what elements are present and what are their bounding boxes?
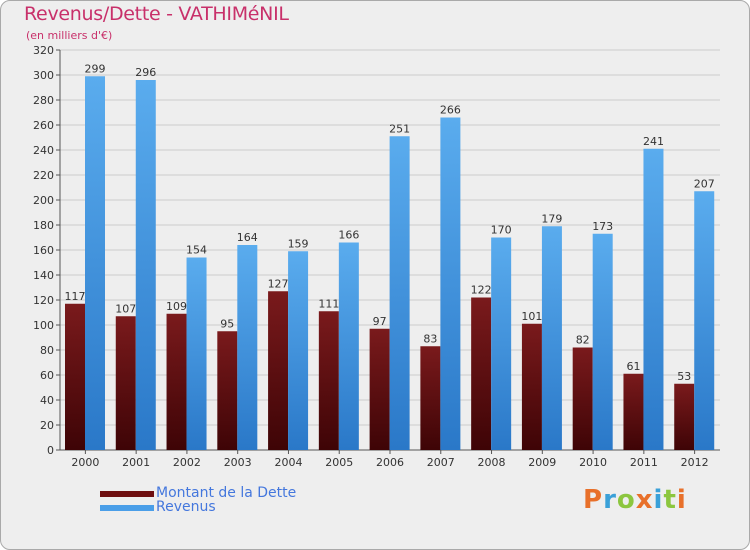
data-label: 83 (423, 332, 437, 345)
data-label: 109 (166, 300, 187, 313)
chart-title: Revenus/Dette - VATHIMéNIL (24, 3, 289, 25)
data-label: 251 (389, 122, 410, 135)
logo-letter: t (663, 485, 677, 515)
x-tick-label: 2001 (122, 456, 150, 469)
x-tick-label: 2012 (681, 456, 709, 469)
bar-revenus (541, 226, 562, 450)
bar-revenus (288, 251, 309, 450)
x-tick-label: 2011 (630, 456, 658, 469)
y-tick-label: 160 (33, 244, 54, 257)
bar-dette (572, 347, 593, 450)
bar-dette (65, 303, 85, 450)
y-tick-label: 140 (33, 269, 54, 282)
data-label: 95 (220, 317, 234, 330)
bar-dette (471, 297, 492, 450)
bar-revenus (491, 237, 512, 450)
y-tick-label: 60 (40, 369, 54, 382)
logo-letter: P (583, 485, 604, 515)
bar-dette (420, 346, 441, 450)
bar-revenus (440, 117, 461, 450)
legend-swatch-dette (100, 491, 154, 497)
bar-dette (674, 383, 695, 450)
data-label: 53 (677, 370, 691, 383)
bar-dette (521, 323, 542, 450)
data-label: 241 (643, 135, 664, 148)
y-tick-label: 200 (33, 194, 54, 207)
x-tick-label: 2003 (224, 456, 252, 469)
data-label: 166 (338, 229, 359, 242)
x-tick-label: 2007 (427, 456, 455, 469)
bar-dette (623, 373, 644, 450)
bar-revenus (186, 257, 207, 450)
y-tick-label: 240 (33, 144, 54, 157)
data-label: 159 (288, 237, 309, 250)
bar-dette (318, 311, 339, 450)
bar-revenus (592, 233, 613, 450)
bar-dette (369, 328, 390, 450)
data-label: 266 (440, 104, 461, 117)
y-tick-label: 0 (47, 444, 54, 457)
y-tick-label: 80 (40, 344, 54, 357)
x-tick-label: 2008 (478, 456, 506, 469)
x-tick-label: 2006 (376, 456, 404, 469)
bar-dette (115, 316, 136, 450)
bar-dette (166, 313, 187, 450)
y-tick-label: 20 (40, 419, 54, 432)
data-label: 97 (373, 315, 387, 328)
data-label: 61 (626, 360, 640, 373)
bar-revenus (85, 76, 105, 450)
x-tick-label: 2010 (579, 456, 607, 469)
bar-revenus (237, 245, 258, 450)
y-tick-label: 120 (33, 294, 54, 307)
legend-swatch-revenus (100, 505, 154, 511)
logo-letter: r (603, 485, 617, 515)
data-label: 170 (491, 224, 512, 237)
x-tick-label: 2000 (71, 456, 99, 469)
y-tick-label: 300 (33, 69, 54, 82)
x-tick-label: 2002 (173, 456, 201, 469)
data-label: 296 (135, 66, 156, 79)
logo-letter: i (676, 485, 687, 515)
bar-revenus (694, 191, 715, 450)
y-tick-label: 100 (33, 319, 54, 332)
data-label: 179 (541, 212, 562, 225)
bar-dette (217, 331, 238, 450)
bar-revenus (643, 148, 664, 450)
x-tick-label: 2004 (274, 456, 302, 469)
data-label: 173 (592, 220, 613, 233)
y-tick-label: 220 (33, 169, 54, 182)
bar-revenus (389, 136, 410, 450)
y-tick-label: 320 (33, 44, 54, 57)
logo-letter: x (635, 485, 654, 515)
data-label: 154 (186, 244, 207, 257)
legend-label-dette: Montant de la Dette (156, 485, 297, 501)
y-tick-label: 40 (40, 394, 54, 407)
bar-revenus (135, 80, 156, 450)
data-label: 122 (471, 284, 492, 297)
data-label: 111 (318, 297, 339, 310)
logo-letter: i (653, 485, 664, 515)
y-tick-label: 260 (33, 119, 54, 132)
y-tick-label: 180 (33, 219, 54, 232)
data-label: 107 (115, 302, 136, 315)
data-label: 299 (85, 62, 106, 75)
data-label: 101 (521, 310, 542, 323)
data-label: 207 (694, 177, 715, 190)
legend-label-revenus: Revenus (156, 499, 216, 515)
data-label: 164 (237, 231, 258, 244)
data-label: 117 (65, 290, 86, 303)
bar-dette (268, 291, 289, 450)
y-tick-label: 280 (33, 94, 54, 107)
data-label: 82 (576, 334, 590, 347)
bar-revenus (338, 242, 359, 450)
x-tick-label: 2005 (325, 456, 353, 469)
x-tick-label: 2009 (528, 456, 556, 469)
chart-subtitle: (en milliers d'€) (26, 29, 113, 42)
proxiti-logo: Proxiti (583, 485, 687, 515)
data-label: 127 (268, 277, 289, 290)
logo-letter: o (616, 485, 636, 515)
